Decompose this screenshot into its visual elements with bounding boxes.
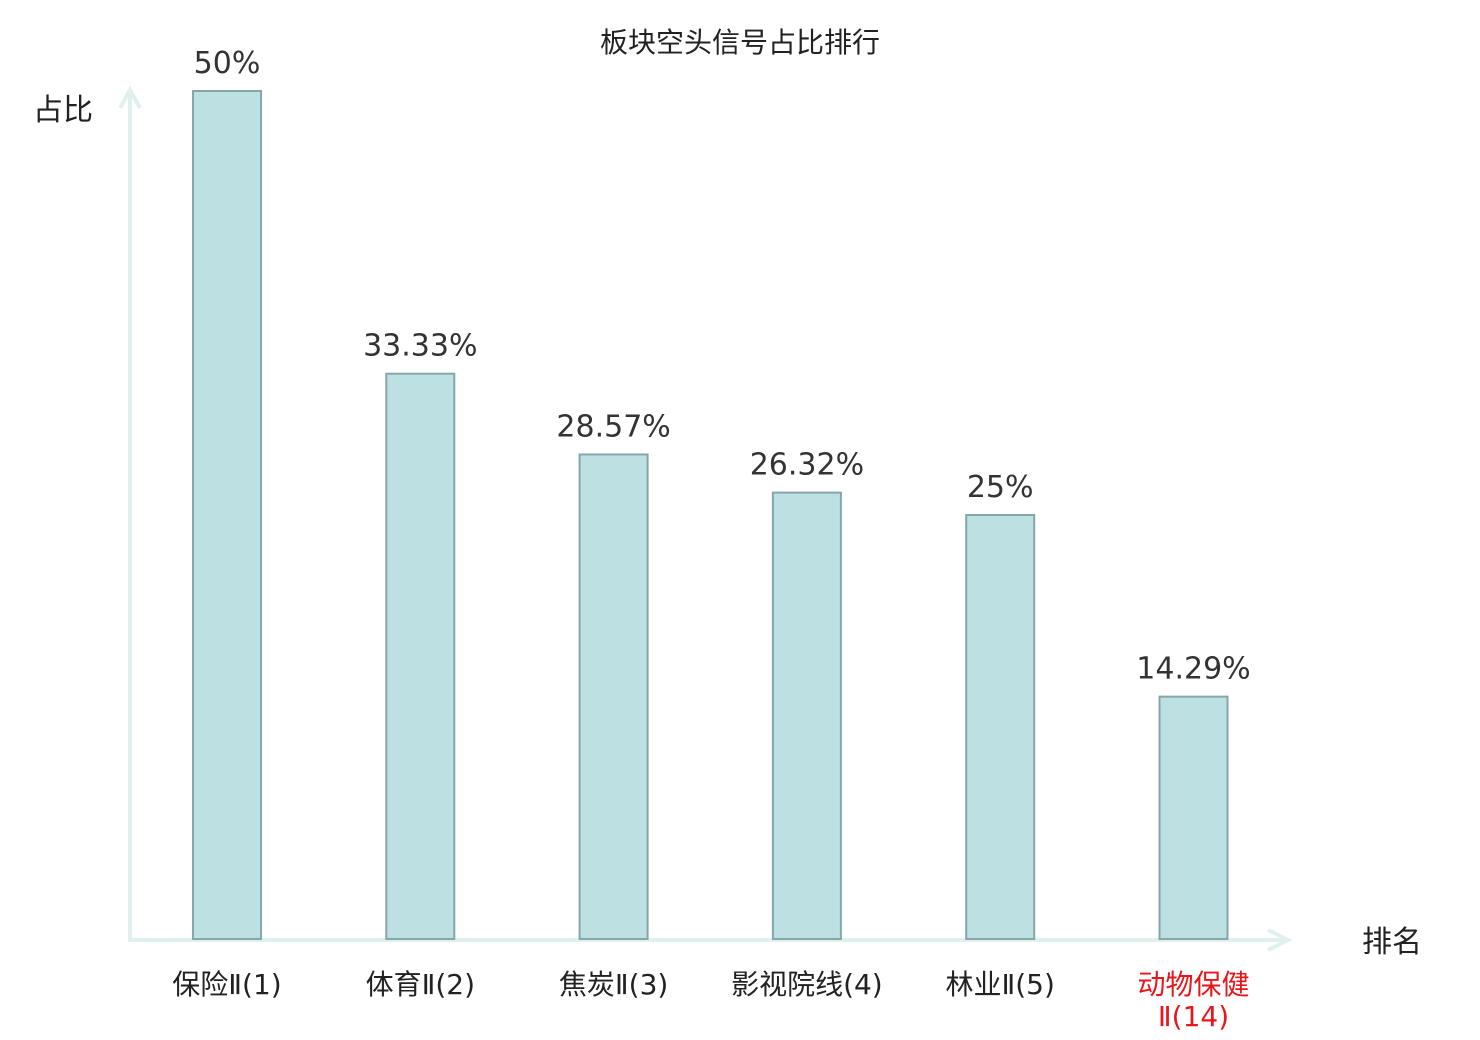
category-label-4: 影视院线(4) bbox=[731, 968, 883, 1001]
category-label-line: 影视院线(4) bbox=[731, 968, 883, 1001]
value-label-5: 25% bbox=[967, 470, 1034, 505]
value-label-2: 33.33% bbox=[363, 329, 477, 364]
category-label-1: 保险Ⅱ(1) bbox=[172, 968, 281, 1001]
category-label-line: 动物保健 bbox=[1137, 968, 1249, 1001]
category-label-line: 焦炭Ⅱ(3) bbox=[559, 968, 668, 1001]
category-label-line: 体育Ⅱ(2) bbox=[366, 968, 475, 1001]
value-label-1: 50% bbox=[194, 46, 261, 81]
x-axis-label: 排名 bbox=[1362, 925, 1422, 960]
y-axis-label: 占比 bbox=[33, 93, 93, 128]
category-label-line: Ⅱ(14) bbox=[1158, 1000, 1229, 1033]
category-label-2: 体育Ⅱ(2) bbox=[366, 968, 475, 1001]
category-label-3: 焦炭Ⅱ(3) bbox=[559, 968, 668, 1001]
bar-6 bbox=[1158, 695, 1229, 940]
bar-4 bbox=[771, 491, 842, 940]
bar-5 bbox=[965, 514, 1036, 940]
chart-title: 板块空头信号占比排行 bbox=[600, 26, 880, 59]
y-axis-arrow bbox=[118, 85, 142, 109]
bar-2 bbox=[385, 372, 456, 940]
category-label-6: 动物保健 Ⅱ(14) bbox=[1137, 968, 1249, 1033]
axes bbox=[118, 85, 1293, 952]
value-label-3: 28.57% bbox=[556, 409, 670, 444]
bar-3 bbox=[578, 453, 649, 940]
value-label-6: 14.29% bbox=[1136, 652, 1250, 687]
category-label-line: 保险Ⅱ(1) bbox=[172, 968, 281, 1001]
x-axis-arrow bbox=[1267, 928, 1293, 952]
bars-layer bbox=[192, 90, 1229, 940]
category-label-5: 林业Ⅱ(5) bbox=[945, 968, 1054, 1001]
category-label-line: 林业Ⅱ(5) bbox=[945, 968, 1054, 1001]
value-label-4: 26.32% bbox=[750, 448, 864, 483]
bar-1 bbox=[192, 90, 262, 940]
value-labels-layer: 50% 33.33% 28.57% 26.32% 25% 14.29% bbox=[194, 46, 1251, 687]
category-labels-layer: 保险Ⅱ(1) 体育Ⅱ(2) 焦炭Ⅱ(3) 影视院线(4) 林业Ⅱ(5) 动物保健 Ⅱ(14) bbox=[172, 968, 1249, 1033]
